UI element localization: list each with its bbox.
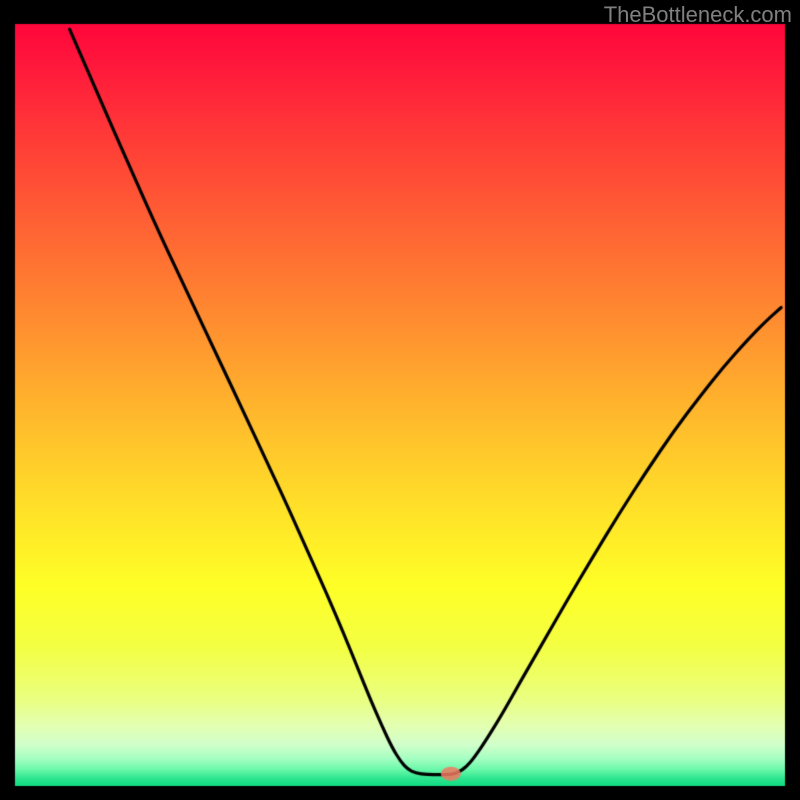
bottleneck-chart xyxy=(0,0,800,800)
watermark-text: TheBottleneck.com xyxy=(604,2,792,28)
